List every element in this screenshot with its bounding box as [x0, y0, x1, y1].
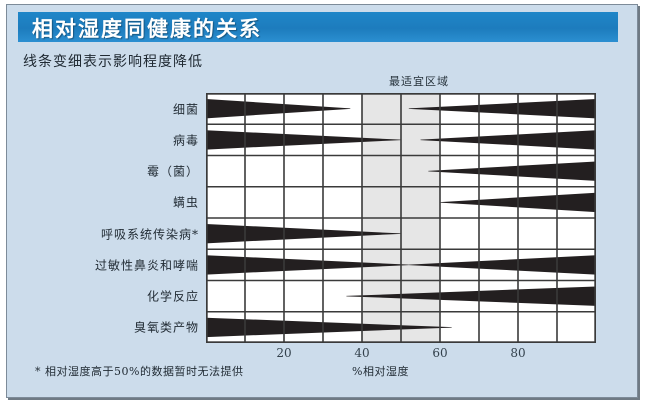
bar-wedge-5-1	[206, 223, 401, 244]
bar-wedge-6-1	[206, 255, 409, 275]
footnote-text: * 相对湿度高于50%的数据暂时无法提供	[35, 365, 244, 378]
chart-plot-area	[205, 92, 597, 344]
row-label-2: 病毒	[172, 133, 199, 148]
bar-wedge-1-1	[206, 98, 351, 119]
x-tick-label-80: 80	[510, 346, 526, 360]
x-axis-ticks: 20 40 60 80	[206, 346, 596, 364]
page-title: 相对湿度同健康的关系	[32, 16, 262, 41]
bar-wedge-1-2	[408, 98, 596, 119]
bar-wedge-2-1	[206, 130, 401, 150]
x-axis-title: %相对湿度	[352, 365, 409, 378]
x-tick-label-60: 60	[432, 346, 448, 360]
row-label-1: 细菌	[172, 102, 199, 117]
x-tick-label-40: 40	[354, 346, 370, 360]
subtitle-text: 线条变细表示影响程度降低	[23, 54, 203, 70]
row-label-column: 细菌病毒霉（菌） 螨虫呼吸系统传染病* 过敏性鼻炎和哮喘化学反应臭氧类产物	[27, 93, 203, 343]
title-bar: 相对湿度同健康的关系	[18, 12, 618, 42]
bar-wedge-3-1	[428, 161, 596, 181]
plot-border	[205, 92, 597, 344]
row-label-7: 化学反应	[146, 289, 199, 304]
bar-wedge-2-2	[420, 130, 596, 150]
row-label-6: 过敏性鼻炎和哮喘	[94, 258, 199, 273]
row-label-3: 霉（菌）	[146, 164, 199, 179]
optimal-zone-label: 最适宜区域	[389, 75, 449, 88]
x-tick-label-20: 20	[276, 346, 292, 360]
bar-wedge-7-1	[346, 286, 596, 306]
bar-wedge-6-2	[408, 255, 596, 275]
bar-wedge-8-1	[206, 317, 452, 338]
row-label-8: 臭氧类产物	[133, 320, 199, 335]
row-label-4: 螨虫	[172, 195, 199, 210]
chart-svg	[205, 92, 597, 344]
poster-panel: 相对湿度同健康的关系 线条变细表示影响程度降低 最适宜区域 细菌病毒霉（菌） 螨虫…	[6, 4, 638, 398]
row-label-5: 呼吸系统传染病*	[100, 227, 199, 242]
